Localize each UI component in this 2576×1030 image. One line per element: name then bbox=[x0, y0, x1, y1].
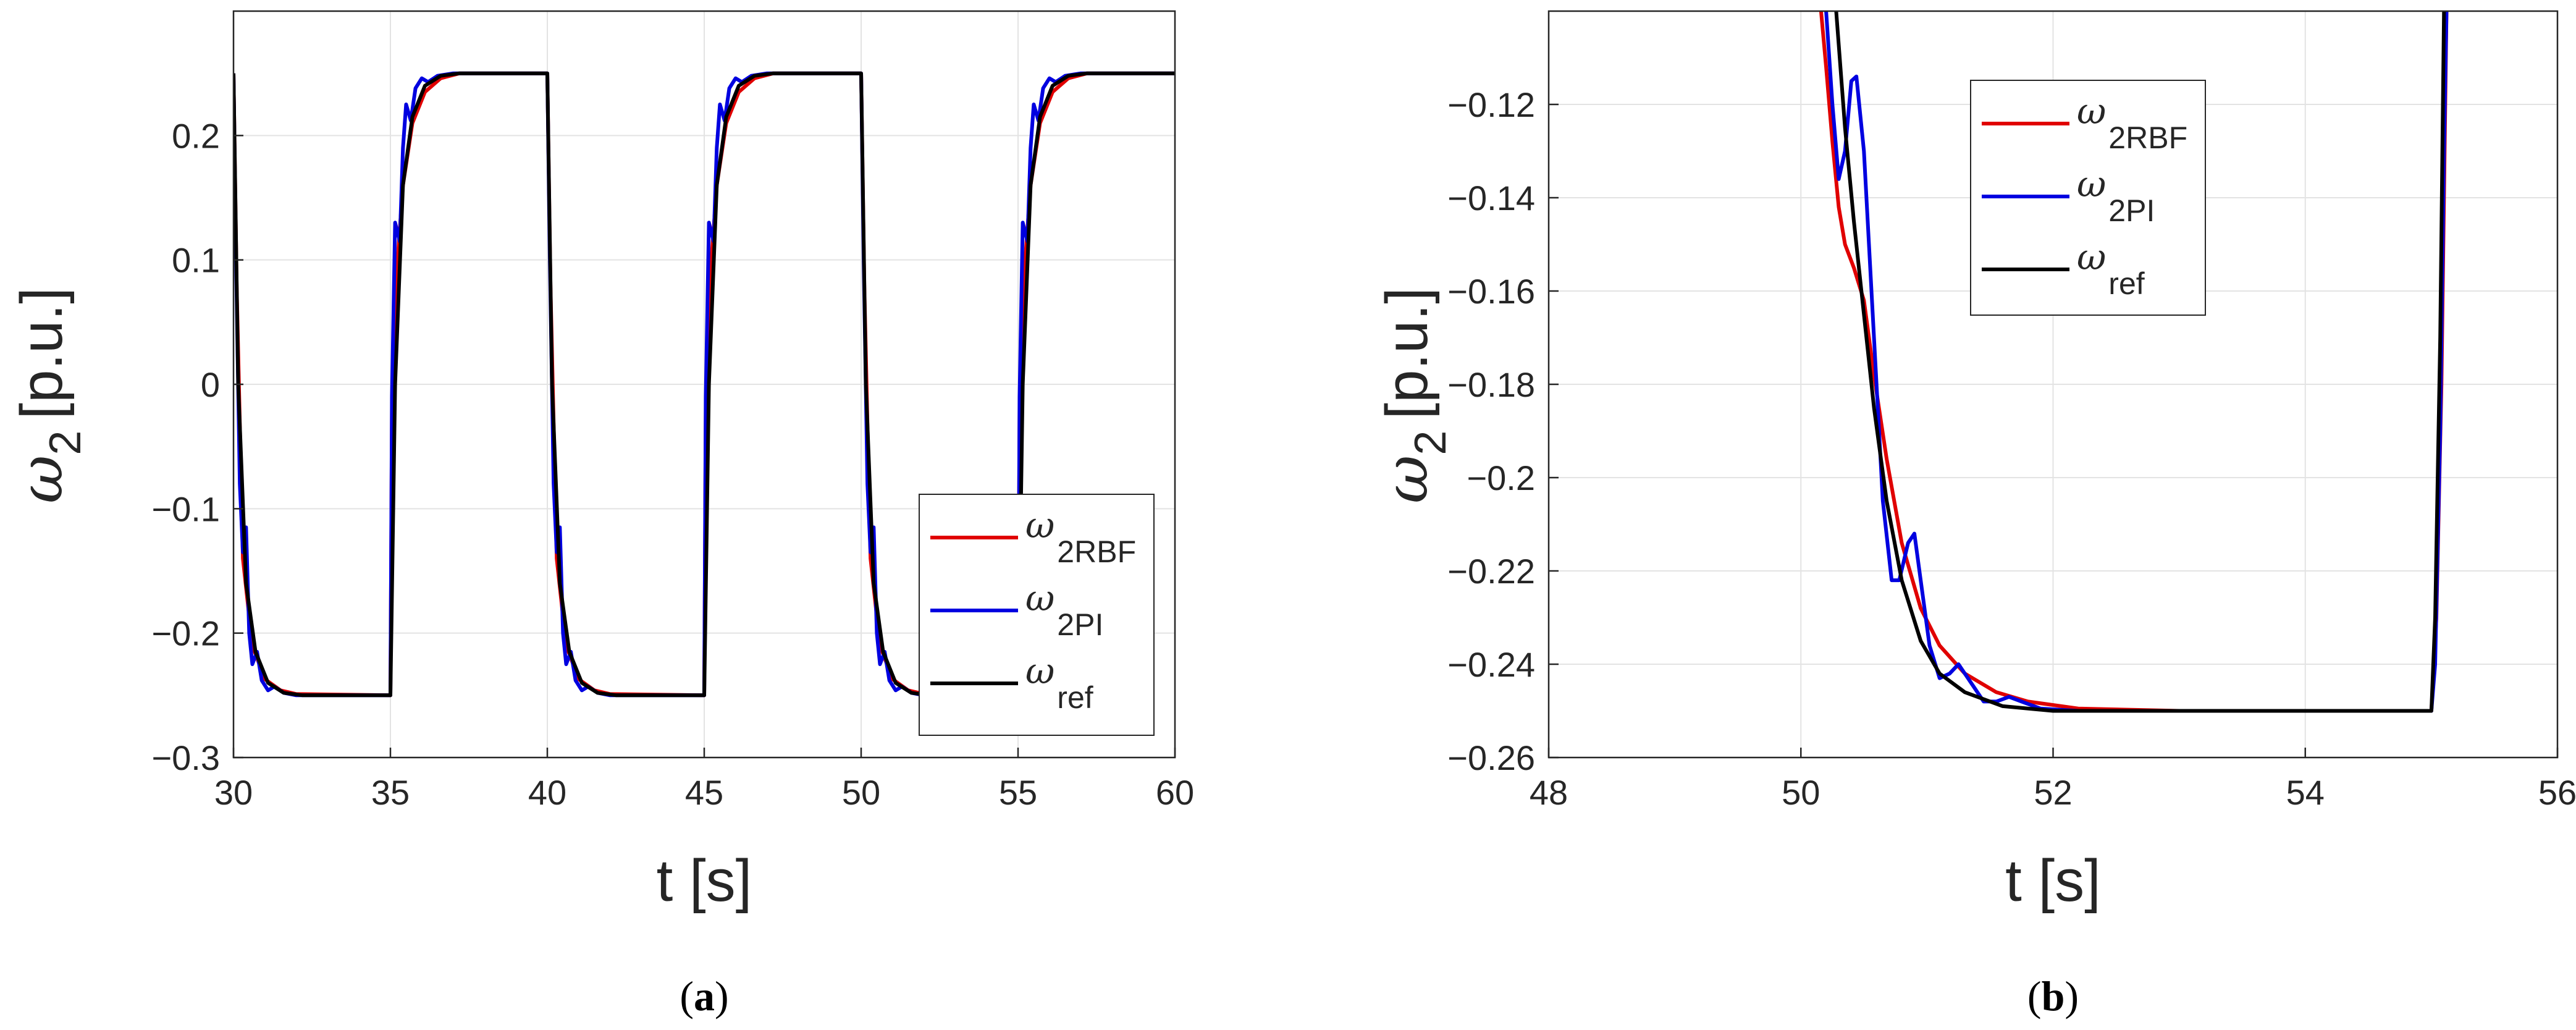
chart-panel-a: 30 35 40 45 50 55 60 −0.3 −0.2 −0.1 0 0.1 0.2 t [s] ω2… bbox=[7, 10, 1194, 1019]
y-tick-label: −0.3 bbox=[151, 738, 220, 777]
y-axis-unit: [p.u.] bbox=[1374, 287, 1440, 419]
y-tick-label: 0.2 bbox=[172, 116, 220, 155]
y-tick-label: −0.12 bbox=[1447, 85, 1535, 124]
y-axis-label: ω2 [p.u.] bbox=[7, 287, 90, 504]
x-tick-label: 52 bbox=[2034, 773, 2072, 812]
legend-entry-2rbf: ω2RBF bbox=[1025, 504, 1136, 569]
legend-entry-ref: ωref bbox=[1025, 650, 1093, 715]
x-tick-label: 50 bbox=[842, 773, 880, 812]
panel-label: (a) bbox=[680, 973, 728, 1019]
legend: ω2RBF ω2PI ωref bbox=[1970, 80, 2206, 316]
y-tick-label: −0.24 bbox=[1447, 645, 1535, 684]
legend-entry-ref: ωref bbox=[2077, 236, 2145, 301]
y-tick-label: −0.14 bbox=[1447, 179, 1535, 217]
x-tick-label: 54 bbox=[2286, 773, 2325, 812]
x-tick-label: 35 bbox=[371, 773, 410, 812]
y-axis-unit: [p.u.] bbox=[9, 287, 75, 419]
y-tick-label: −0.2 bbox=[1467, 458, 1535, 497]
y-axis-symbol: ω bbox=[7, 455, 76, 504]
y-tick-label: −0.1 bbox=[151, 489, 220, 528]
panel-label: (b) bbox=[2027, 973, 2079, 1019]
legend-entry-2pi: ω2PI bbox=[2077, 163, 2155, 228]
x-axis-label: t [s] bbox=[657, 848, 752, 914]
x-axis-label: t [s] bbox=[2005, 848, 2101, 914]
x-tick-label: 45 bbox=[685, 773, 723, 812]
x-tick-label: 48 bbox=[1530, 773, 1568, 812]
y-tick-label: −0.16 bbox=[1447, 272, 1535, 311]
x-tick-label: 40 bbox=[528, 773, 566, 812]
y-tick-label: −0.26 bbox=[1447, 738, 1535, 777]
y-axis-label: ω2 [p.u.] bbox=[1372, 287, 1455, 504]
y-tick-label: −0.22 bbox=[1447, 552, 1535, 591]
y-tick-label: 0.1 bbox=[172, 241, 220, 280]
y-axis-subscript: 2 bbox=[41, 431, 90, 455]
x-tick-label: 30 bbox=[214, 773, 253, 812]
x-tick-label: 60 bbox=[1156, 773, 1194, 812]
y-tick-label: −0.2 bbox=[151, 614, 220, 653]
y-axis-subscript: 2 bbox=[1406, 431, 1455, 455]
legend-box bbox=[919, 494, 1155, 736]
chart-panel-b: 48 50 52 54 56 −0.26 −0.24 −0.22 −0.2 −0.18 −0.16 −… bbox=[1372, 10, 2576, 1019]
legend: ω2RBF ω2PI ωref bbox=[919, 494, 1155, 736]
x-tick-label: 50 bbox=[1782, 773, 1820, 812]
y-tick-label: −0.18 bbox=[1447, 365, 1535, 404]
x-tick-label: 55 bbox=[999, 773, 1037, 812]
x-tick-label: 56 bbox=[2538, 773, 2576, 812]
y-tick-label: 0 bbox=[201, 365, 220, 404]
y-axis-symbol: ω bbox=[1372, 455, 1441, 504]
legend-entry-2pi: ω2PI bbox=[1025, 577, 1103, 642]
series-line-ref bbox=[1834, 11, 2446, 713]
legend-entry-2rbf: ω2RBF bbox=[2077, 90, 2187, 155]
series-group bbox=[1819, 11, 2449, 713]
